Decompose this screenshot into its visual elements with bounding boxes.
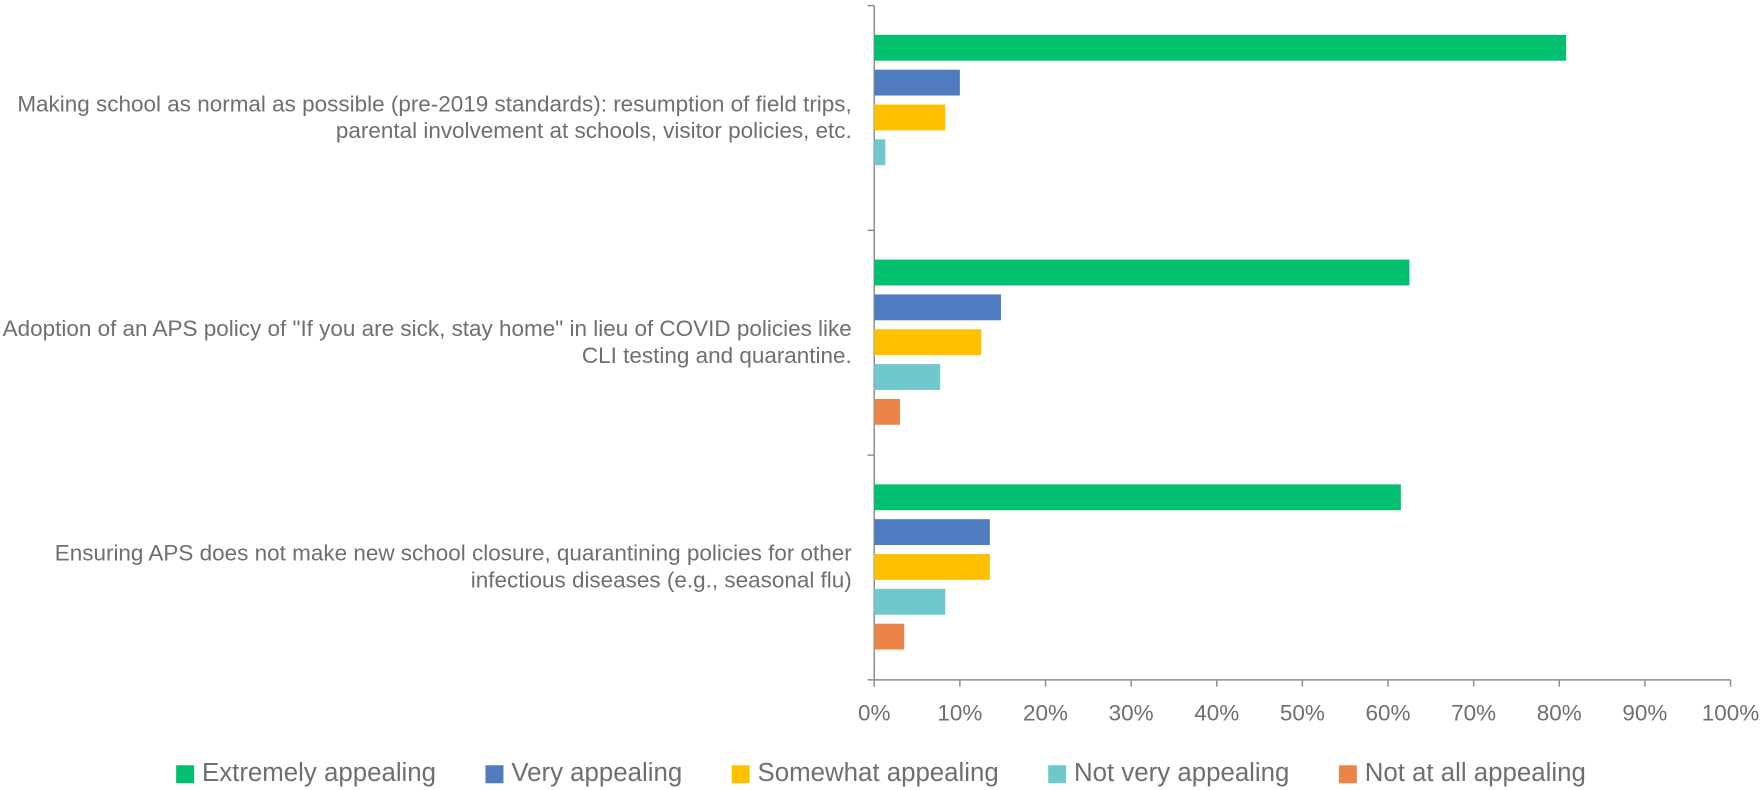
legend-swatch — [1338, 765, 1357, 784]
x-tick-label: 90% — [1622, 701, 1667, 726]
bar — [874, 34, 1567, 61]
bar — [874, 294, 1001, 321]
category-label-box: Adoption of an APS policy of "If you are… — [2, 316, 852, 369]
x-tick-label: 100% — [1702, 701, 1759, 726]
x-tick-label: 80% — [1537, 701, 1582, 726]
legend-label: Not at all appealing — [1365, 759, 1586, 787]
x-tick-label: 30% — [1109, 701, 1154, 726]
legend-label: Extremely appealing — [202, 759, 436, 787]
bar — [874, 139, 886, 166]
x-tick-label: 10% — [937, 701, 982, 726]
legend-swatch — [731, 765, 750, 784]
legend: Extremely appealing Very appealing Somewha… — [176, 759, 1586, 787]
x-tick-label: 40% — [1194, 701, 1239, 726]
category-label: Adoption of an APS policy of "If you are… — [2, 316, 852, 369]
x-tick-label: 70% — [1451, 701, 1496, 726]
x-tick-label: 0% — [858, 701, 890, 726]
legend-label: Very appealing — [511, 759, 682, 787]
bar — [874, 398, 900, 425]
legend-swatch — [485, 765, 504, 784]
bar — [874, 519, 990, 546]
legend-label: Not very appealing — [1074, 759, 1289, 787]
x-tick-label: 60% — [1366, 701, 1411, 726]
category-label-box: Ensuring APS does not make new school cl… — [54, 541, 852, 594]
bar — [874, 104, 946, 131]
bar — [874, 623, 905, 650]
bar — [874, 329, 982, 356]
category-label-box: Making school as normal as possible (pre… — [17, 92, 852, 144]
bar — [874, 259, 1410, 286]
bar — [874, 554, 990, 580]
bar — [874, 69, 960, 96]
bar — [874, 588, 946, 615]
bar — [874, 484, 1401, 511]
x-tick-label: 50% — [1280, 701, 1325, 726]
legend-swatch — [176, 765, 195, 784]
legend-swatch — [1048, 765, 1067, 784]
category-label: Ensuring APS does not make new school cl… — [54, 541, 852, 594]
category-label: Making school as normal as possible (pre… — [17, 92, 852, 144]
x-tick-label: 20% — [1023, 701, 1068, 726]
legend-label: Somewhat appealing — [758, 759, 999, 787]
bar — [874, 364, 941, 390]
